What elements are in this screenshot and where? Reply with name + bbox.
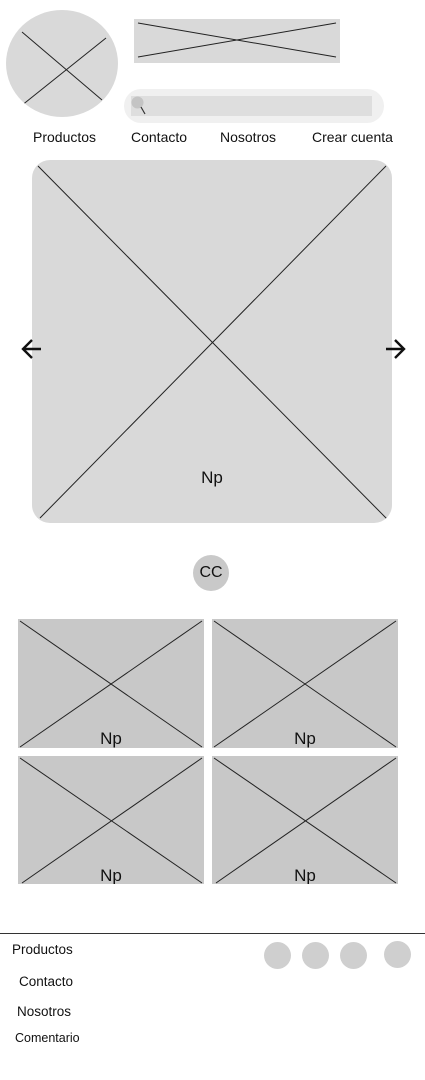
footer-link-comentario[interactable]: Comentario <box>15 1031 80 1045</box>
header-banner <box>134 19 340 63</box>
nav-link-nosotros[interactable]: Nosotros <box>220 129 277 145</box>
search-bar[interactable] <box>124 89 384 123</box>
grid-card-label: Np <box>294 729 316 748</box>
social-icon[interactable] <box>384 941 411 968</box>
grid-card-label: Np <box>100 729 122 748</box>
carousel-caption: Np <box>201 468 223 487</box>
nav-link-crear-cuenta[interactable]: Crear cuenta <box>312 129 393 145</box>
footer-divider <box>0 933 425 934</box>
social-icon[interactable] <box>264 942 291 969</box>
nav-link-contacto[interactable]: Contacto <box>131 129 188 145</box>
grid-card-label: Np <box>100 866 122 884</box>
image-placeholder-icon <box>137 22 337 58</box>
grid-card[interactable]: Np <box>212 756 398 884</box>
social-icon[interactable] <box>302 942 329 969</box>
image-placeholder-icon <box>213 757 397 884</box>
grid-card[interactable]: Np <box>18 619 204 748</box>
image-placeholder-icon <box>37 165 389 521</box>
search-input[interactable] <box>131 96 372 116</box>
social-icon[interactable] <box>340 942 367 969</box>
grid-card[interactable]: Np <box>18 756 204 884</box>
nav-link-productos[interactable]: Productos <box>33 129 97 145</box>
arrow-right-icon[interactable] <box>383 337 407 361</box>
image-placeholder-icon <box>19 757 203 884</box>
image-placeholder-icon <box>213 620 397 748</box>
grid-card[interactable]: Np <box>212 619 398 748</box>
grid-card-label: Np <box>294 866 316 884</box>
arrow-left-icon[interactable] <box>20 337 44 361</box>
image-placeholder-icon <box>15 31 107 111</box>
search-icon <box>131 96 146 115</box>
carousel-slide[interactable]: Np <box>32 160 392 523</box>
logo[interactable] <box>6 10 118 117</box>
cc-badge[interactable]: CC <box>193 555 229 591</box>
footer-link-nosotros[interactable]: Nosotros <box>17 1004 72 1019</box>
footer-link-contacto[interactable]: Contacto <box>19 974 74 989</box>
image-placeholder-icon <box>19 620 203 748</box>
footer-link-productos[interactable]: Productos <box>12 942 73 957</box>
